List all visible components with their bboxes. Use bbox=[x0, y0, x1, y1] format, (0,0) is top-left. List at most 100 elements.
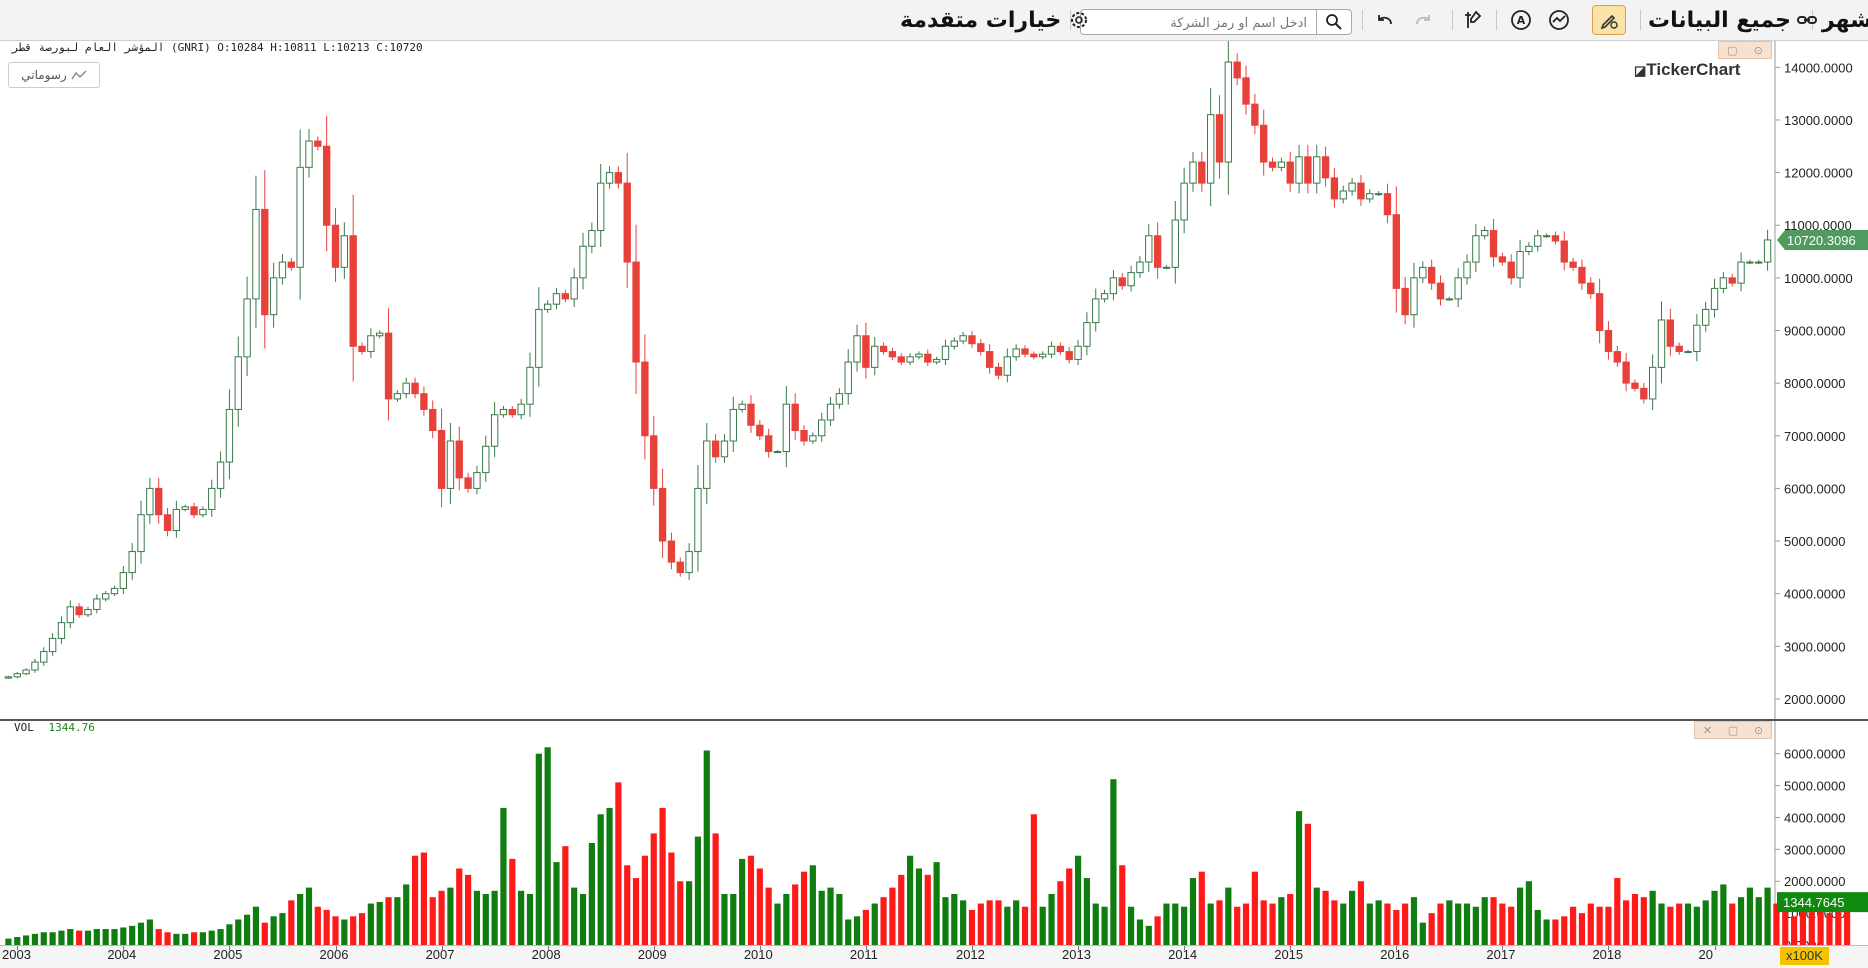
candle-body bbox=[1737, 261, 1745, 284]
close-icon[interactable]: ✕ bbox=[1702, 723, 1713, 737]
candle bbox=[402, 377, 410, 399]
volume-bar bbox=[668, 852, 675, 945]
maximize-icon[interactable]: ▢ bbox=[1727, 43, 1738, 57]
candle bbox=[137, 500, 145, 564]
candle-body bbox=[773, 451, 782, 454]
candle bbox=[1481, 226, 1489, 240]
range-selector[interactable]: جميع البيانات bbox=[1648, 0, 1817, 40]
volume-bar bbox=[23, 935, 30, 945]
candle bbox=[1640, 382, 1648, 404]
search-button[interactable] bbox=[1316, 10, 1351, 34]
candle bbox=[1127, 265, 1135, 292]
volume-bar bbox=[703, 750, 710, 945]
advanced-options-button[interactable]: خيارات متقدمة bbox=[900, 0, 1089, 40]
candle-body bbox=[402, 382, 410, 395]
draw-tool-button[interactable] bbox=[1592, 0, 1626, 40]
candle-body bbox=[376, 332, 384, 337]
candle-body bbox=[1268, 161, 1277, 168]
candle bbox=[287, 257, 295, 271]
price-tick-label: 11000.0000 bbox=[1784, 218, 1852, 233]
volume-bar bbox=[341, 919, 348, 945]
candle bbox=[1666, 308, 1675, 356]
volume-bar bbox=[721, 893, 728, 945]
panel-divider[interactable] bbox=[0, 719, 1868, 721]
logo-icon: ◪ bbox=[1634, 63, 1647, 78]
candle bbox=[685, 543, 693, 580]
volume-bar bbox=[58, 930, 65, 945]
volume-bar bbox=[588, 842, 595, 945]
search-input[interactable] bbox=[1085, 12, 1309, 34]
volume-bar bbox=[164, 932, 171, 945]
settings-icon[interactable]: ⊙ bbox=[1753, 43, 1763, 57]
indicators-button[interactable] bbox=[1548, 0, 1570, 40]
volume-bar bbox=[553, 862, 560, 945]
candle bbox=[1268, 157, 1277, 172]
candle bbox=[1295, 144, 1303, 194]
letter-a-circle-icon: A bbox=[1510, 9, 1532, 31]
volume-bar bbox=[1605, 906, 1612, 945]
volume-bar bbox=[1455, 903, 1462, 945]
candle bbox=[897, 353, 905, 366]
volume-bar bbox=[915, 868, 923, 945]
tools-button[interactable] bbox=[1462, 0, 1484, 40]
volume-bar bbox=[199, 932, 206, 945]
candle bbox=[208, 479, 216, 517]
volume-bar bbox=[650, 833, 657, 945]
volume-bar bbox=[809, 865, 816, 945]
candle bbox=[1109, 270, 1118, 301]
price-panel[interactable]: 2000.0000 3000.0000 4000.0000 5000.0000 6000… bbox=[0, 41, 1868, 720]
candle bbox=[4, 675, 13, 679]
candle-body bbox=[1693, 324, 1701, 353]
volume-bar bbox=[1083, 878, 1090, 945]
candle-body bbox=[1074, 345, 1082, 360]
candle bbox=[464, 472, 472, 493]
candle-body bbox=[40, 651, 48, 663]
candle-body bbox=[1648, 366, 1657, 400]
volume-bar bbox=[1066, 868, 1073, 945]
alerts-button[interactable]: A bbox=[1510, 0, 1532, 40]
volume-bar bbox=[1375, 900, 1382, 945]
candle bbox=[1507, 254, 1515, 285]
volume-bar bbox=[1234, 906, 1241, 945]
candle-body bbox=[420, 393, 428, 410]
candle-body bbox=[1012, 348, 1020, 358]
volume-chart[interactable]: 0.00001000.00002000.00003000.00004000.00… bbox=[0, 721, 1868, 945]
settings-icon[interactable]: ⊙ bbox=[1753, 723, 1764, 737]
candle-body bbox=[1039, 353, 1047, 358]
volume-bar bbox=[1755, 897, 1762, 945]
candle-body bbox=[1595, 293, 1604, 331]
candle-body bbox=[384, 332, 393, 400]
candle bbox=[1224, 41, 1233, 195]
candle-body bbox=[756, 424, 764, 437]
volume-bar bbox=[800, 871, 808, 945]
redo-button[interactable] bbox=[1412, 0, 1434, 40]
candle-body bbox=[1065, 351, 1073, 360]
candle-body bbox=[570, 277, 578, 300]
period-selector[interactable]: شهر bbox=[1822, 0, 1868, 40]
candle-body bbox=[1666, 319, 1675, 347]
candle-body bbox=[137, 514, 145, 553]
candle bbox=[261, 170, 269, 349]
time-axis[interactable]: 2003 2004 2005 2006 2007 2008 2009 2010 2011 2012… bbox=[0, 945, 1868, 968]
candle bbox=[888, 347, 897, 361]
undo-button[interactable] bbox=[1374, 0, 1396, 40]
price-chart[interactable]: 2000.0000 3000.0000 4000.0000 5000.0000 6000… bbox=[0, 41, 1868, 720]
volume-bar bbox=[305, 887, 313, 945]
candle bbox=[101, 590, 110, 602]
candle bbox=[844, 349, 852, 405]
candle bbox=[809, 432, 817, 444]
maximize-icon[interactable]: ▢ bbox=[1727, 723, 1739, 737]
candle bbox=[605, 166, 614, 189]
time-axis-tick bbox=[1502, 946, 1504, 950]
candle bbox=[252, 175, 260, 328]
candle-body bbox=[1304, 156, 1312, 184]
candle-body bbox=[853, 335, 861, 363]
my-drawings-button[interactable]: رسوماتي bbox=[8, 62, 100, 88]
volume-bar bbox=[1402, 903, 1409, 945]
time-axis-label: 2017 bbox=[1486, 947, 1516, 962]
volume-bar bbox=[1136, 919, 1144, 945]
candle-body bbox=[464, 477, 472, 489]
candle-body bbox=[252, 208, 260, 300]
volume-panel[interactable]: 0.00001000.00002000.00003000.00004000.00… bbox=[0, 721, 1868, 945]
price-tick-label: 9000.0000 bbox=[1784, 323, 1845, 338]
